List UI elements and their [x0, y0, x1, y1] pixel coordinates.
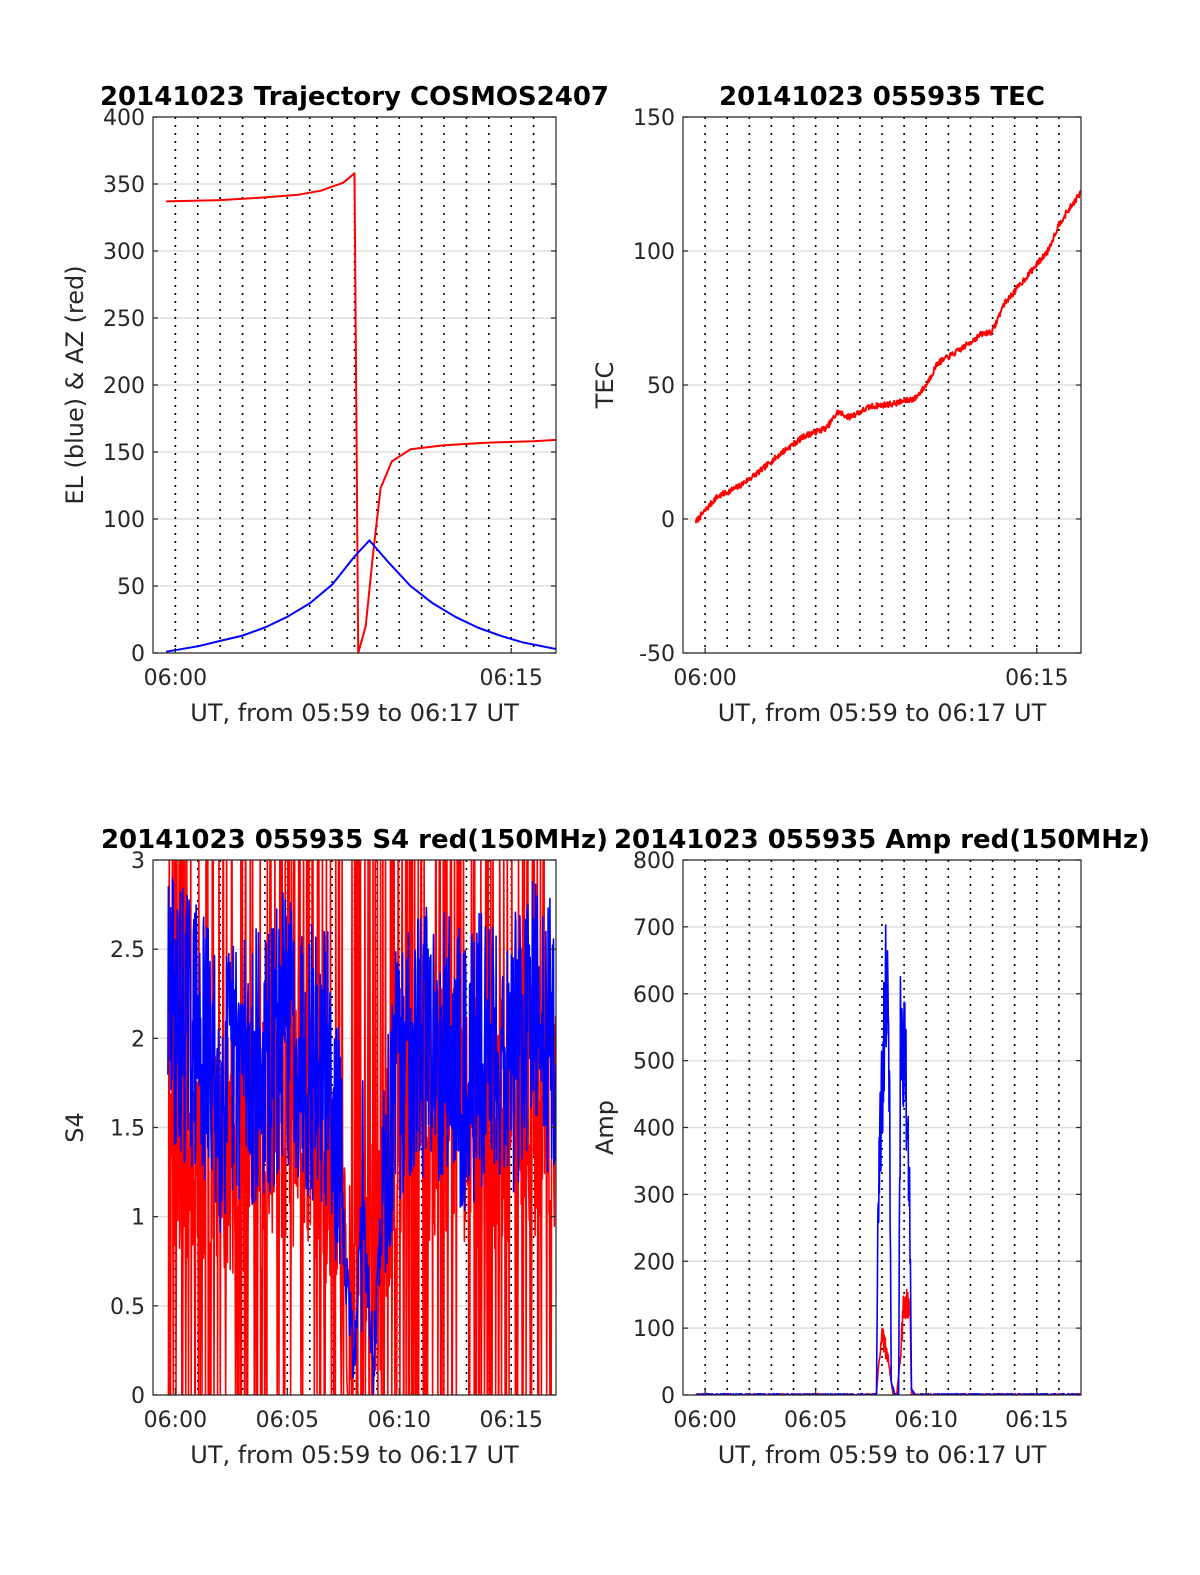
x-tick-label: 06:00: [673, 1408, 736, 1433]
y-tick-label: 700: [633, 916, 675, 941]
series-line-red: [166, 172, 556, 653]
x-axis-label: UT, from 05:59 to 06:17 UT: [718, 1441, 1047, 1469]
y-tick-label: 150: [633, 106, 675, 131]
y-tick-label: 500: [633, 1050, 675, 1075]
y-tick-label: 100: [103, 508, 145, 533]
y-tick-label: -50: [639, 642, 675, 667]
y-axis-label: EL (blue) & AZ (red): [61, 265, 89, 504]
x-axis-label: UT, from 05:59 to 06:17 UT: [190, 699, 519, 727]
series-line-red: [167, 860, 556, 1395]
y-tick-label: 0: [661, 1384, 675, 1409]
x-tick-label: 06:15: [1005, 1408, 1068, 1433]
x-tick-label: 06:15: [480, 1408, 543, 1433]
y-tick-label: 400: [103, 106, 145, 131]
y-tick-label: 0: [661, 508, 675, 533]
y-tick-label: 150: [103, 441, 145, 466]
x-tick-label: 06:00: [144, 1408, 207, 1433]
x-tick-label: 06:00: [673, 666, 736, 691]
y-axis-label: S4: [61, 1112, 89, 1143]
y-tick-label: 0.5: [110, 1295, 145, 1320]
chart-title: 20141023 055935 Amp red(150MHz): [614, 825, 1150, 855]
y-axis-label: Amp: [591, 1100, 619, 1155]
y-tick-label: 200: [633, 1250, 675, 1275]
chart-panel-1: -50 0 50 100 150 06:00 06:15 20141023 055935 TE…: [591, 82, 1082, 727]
y-tick-label: 350: [103, 173, 145, 198]
series-line-blue: [167, 877, 556, 1395]
chart-title: 20141023 Trajectory COSMOS2407: [100, 82, 609, 112]
x-tick-label: 06:10: [895, 1408, 958, 1433]
x-tick-label: 06:05: [784, 1408, 847, 1433]
y-axis-label: TEC: [591, 362, 619, 410]
y-tick-label: 600: [633, 983, 675, 1008]
x-tick-label: 06:15: [480, 666, 543, 691]
y-tick-label: 0: [131, 1384, 145, 1409]
y-tick-label: 300: [633, 1183, 675, 1208]
y-tick-label: 50: [117, 575, 145, 600]
y-tick-label: 200: [103, 374, 145, 399]
y-tick-label: 400: [633, 1117, 675, 1142]
y-tick-label: 250: [103, 307, 145, 332]
y-tick-label: 1: [131, 1206, 145, 1231]
x-tick-label: 06:10: [368, 1408, 431, 1433]
y-tick-label: 800: [633, 849, 675, 874]
series-line-red: [695, 1288, 1081, 1395]
x-axis-label: UT, from 05:59 to 06:17 UT: [190, 1441, 519, 1469]
x-tick-label: 06:00: [144, 666, 207, 691]
x-tick-label: 06:05: [256, 1408, 319, 1433]
y-tick-label: 100: [633, 1317, 675, 1342]
y-tick-label: 300: [103, 240, 145, 265]
chart-title: 20141023 055935 S4 red(150MHz): [101, 825, 608, 855]
y-tick-label: 2.5: [110, 938, 145, 963]
series-line-blue: [165, 539, 556, 653]
chart-panel-2: 0 0.5 1 1.5 2 2.5 3 06:00 06:05 06:10 06:15 2014102…: [61, 825, 608, 1469]
series-line-blue: [695, 924, 1081, 1395]
y-tick-label: 0: [131, 642, 145, 667]
x-tick-label: 06:15: [1005, 666, 1068, 691]
chart-panel-3: 0 100 200 300 400 500 600 700 800 06:00 06:05 06:10…: [591, 825, 1150, 1469]
y-tick-label: 100: [633, 240, 675, 265]
y-tick-label: 50: [647, 374, 675, 399]
x-axis-label: UT, from 05:59 to 06:17 UT: [718, 699, 1047, 727]
y-tick-label: 3: [131, 849, 145, 874]
chart-panel-0: 0 50 100 150 200 250 300 350 400 06:00 06:15 201410…: [61, 82, 609, 727]
y-tick-label: 1.5: [110, 1117, 145, 1142]
series-line-red: [694, 190, 1081, 524]
chart-title: 20141023 055935 TEC: [719, 82, 1045, 112]
y-tick-label: 2: [131, 1027, 145, 1052]
